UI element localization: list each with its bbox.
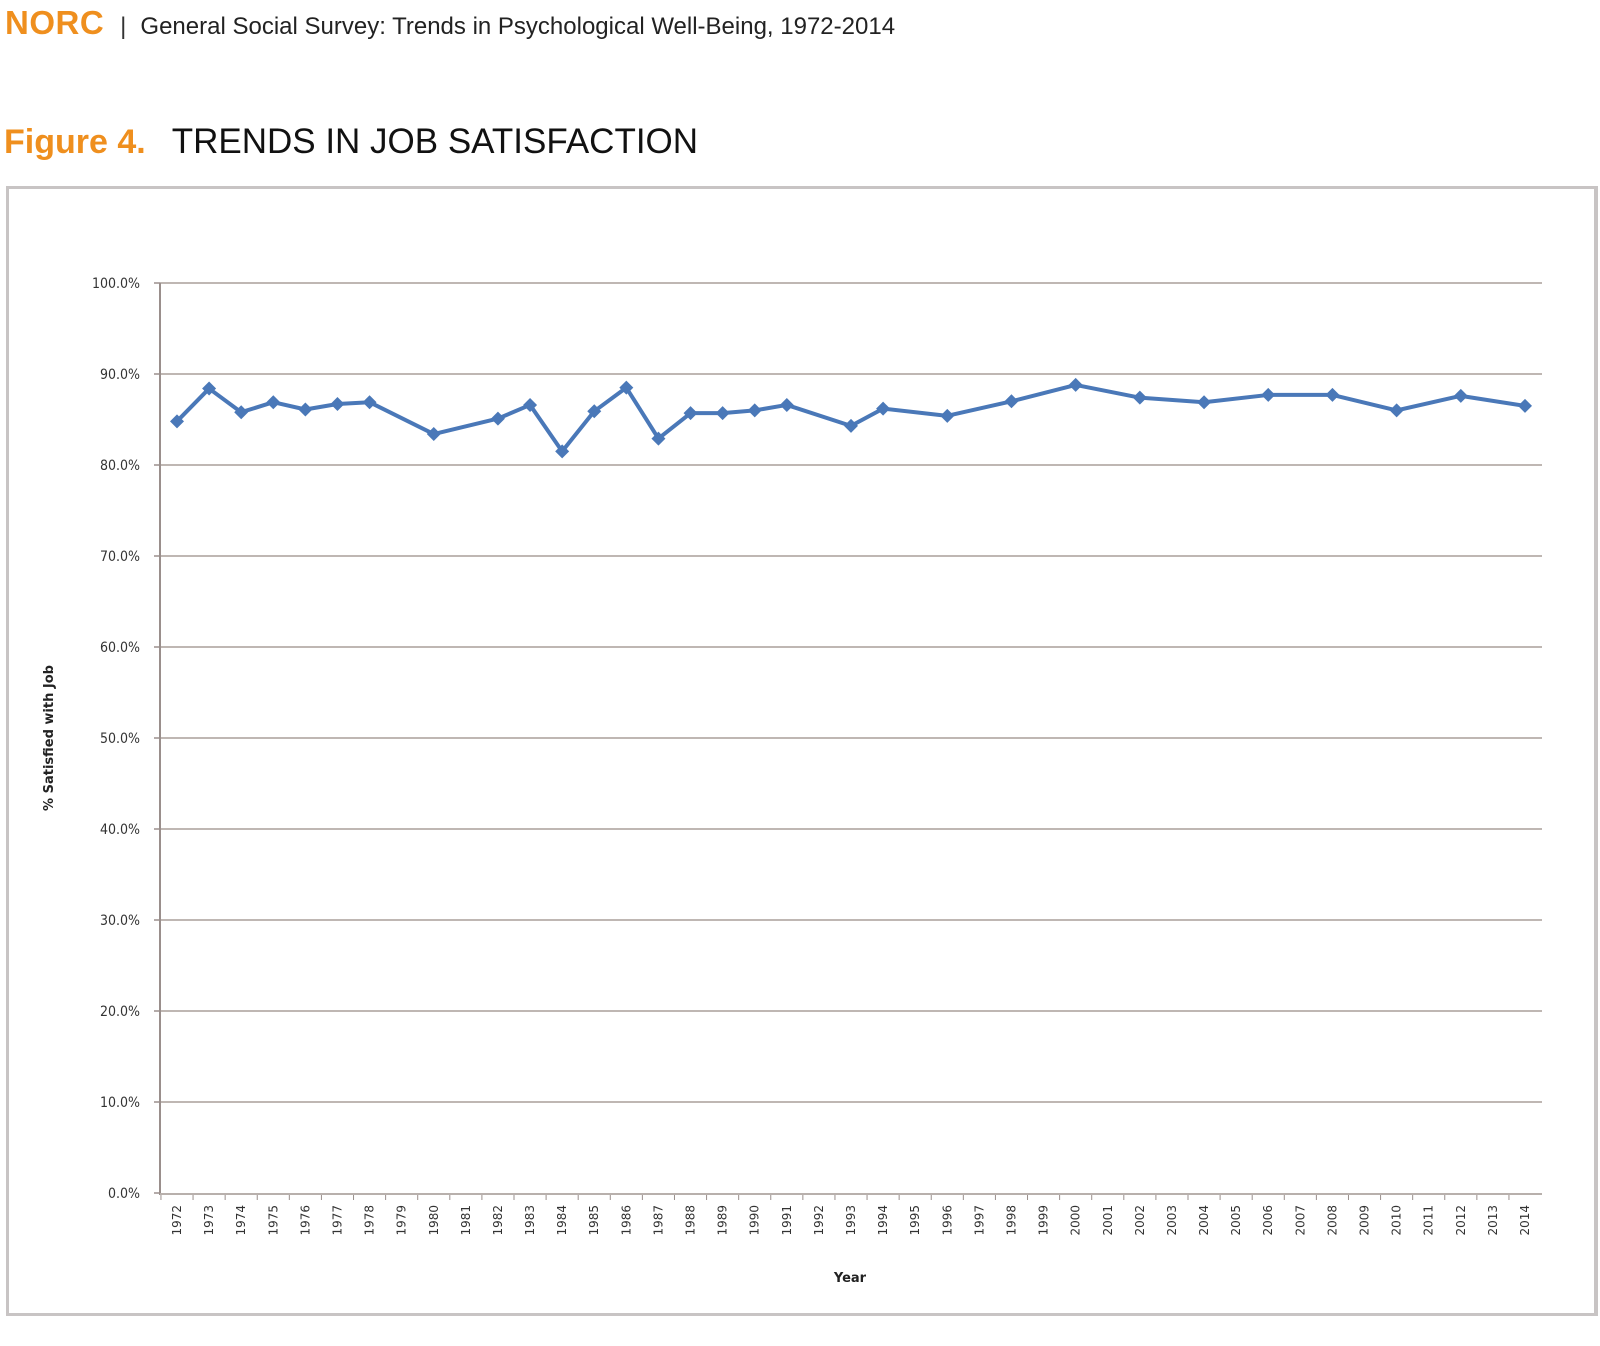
x-tick-label: 1993 [844,1205,858,1236]
x-tick-label: 1972 [170,1205,184,1236]
x-tick-label: 2007 [1293,1205,1307,1236]
data-point-marker: 1975: 86.9% [266,395,281,410]
x-tick-label: 1986 [619,1205,633,1236]
data-point-marker: 1984: 81.5% [555,444,570,459]
data-point-marker: 1972: 84.8% [170,414,184,429]
x-tick-label: 1979 [395,1205,409,1236]
x-tick-label: 2010 [1390,1205,1404,1236]
x-tick-label: 1996 [940,1205,954,1236]
data-point-marker: 1980: 83.4% [426,427,441,442]
figure-heading: TRENDS IN JOB SATISFACTION [171,122,699,161]
data-point-marker: 1973: 88.4% [202,381,217,396]
x-tick-label: 1974 [234,1205,248,1236]
data-point-marker: 1996: 85.4% [940,408,955,423]
data-point-marker: 2008: 87.7% [1325,387,1340,402]
series-line [175,382,1526,454]
x-tick-label: 2003 [1165,1205,1179,1236]
y-tick-label: 10.0% [100,1095,140,1111]
x-tick-label: 1983 [523,1205,537,1236]
x-tick-label: 1985 [587,1205,601,1236]
data-point-marker: 1988: 85.7% [683,406,698,421]
x-axis-ticks: 1972 1973 1974 1975 1976 1977 1978 1979 1980 1981… [160,1194,1532,1236]
x-tick-label: 2006 [1261,1205,1275,1236]
x-tick-label: 2002 [1133,1205,1147,1236]
data-point-marker: 1994: 86.2% [876,401,891,416]
y-tick-label: 30.0% [100,913,140,929]
x-tick-label: 1987 [651,1205,665,1236]
data-point-marker: 1976: 86.1% [298,402,313,417]
gridlines [160,282,1542,1103]
data-point-marker: 1998: 87% [1004,394,1019,409]
data-point-marker: 1991: 86.6% [779,397,794,412]
x-tick-label: 1990 [748,1205,762,1236]
x-tick-label: 2008 [1325,1205,1339,1236]
x-axis-title: Year [833,1271,867,1286]
data-point-marker: 2002: 87.4% [1132,390,1147,405]
data-point-marker: 2010: 86% [1389,403,1404,418]
x-tick-label: 1991 [780,1205,794,1236]
data-point-marker: 1989: 85.7% [715,406,730,421]
x-tick-label: 2005 [1229,1205,1243,1236]
figure-number: Figure 4. [4,123,146,161]
x-tick-label: 2004 [1197,1205,1211,1236]
x-tick-label: 1980 [427,1205,441,1236]
y-axis-title: % Satisfied with Job [42,665,57,811]
x-tick-label: 1982 [491,1205,505,1236]
data-point-marker: 1977: 86.7% [330,397,345,412]
data-point-marker: 1986: 88.5% [619,380,634,395]
x-tick-label: 1989 [716,1205,730,1236]
x-tick-label: 2013 [1486,1205,1500,1236]
figure-title: Figure 4. TRENDS IN JOB SATISFACTION [4,122,698,162]
x-tick-label: 2001 [1101,1205,1115,1236]
x-tick-label: 1995 [908,1205,922,1236]
data-point-marker: 1993: 84.3% [844,418,858,433]
norc-logo: NORC [5,4,105,41]
y-tick-label: 0.0% [108,1186,140,1202]
x-tick-label: 2009 [1358,1205,1372,1236]
x-tick-label: 1984 [555,1205,569,1236]
data-point-marker: 1978: 86.9% [362,395,377,410]
y-tick-label: 50.0% [100,731,140,747]
x-tick-label: 1976 [298,1205,312,1236]
data-point-marker: 2014: 86.5% [1518,398,1532,413]
y-tick-label: 80.0% [100,458,140,474]
x-tick-label: 1998 [1004,1205,1018,1236]
y-tick-label: 60.0% [100,640,140,656]
x-tick-label: 1977 [330,1205,344,1236]
data-point-marker: 1983: 86.6% [523,397,538,412]
series-job-satisfaction: 1972: 84.8% 1973: 88.4% 1974: 85.8% 1975: 8… [170,377,1532,459]
x-tick-label: 1978 [363,1205,377,1236]
y-tick-label: 20.0% [100,1004,140,1020]
x-tick-label: 2014 [1518,1205,1532,1236]
data-point-marker: 2004: 86.9% [1197,395,1212,410]
x-tick-label: 1992 [812,1205,826,1236]
data-point-marker: 1987: 82.9% [651,431,666,446]
x-tick-label: 1999 [1037,1205,1051,1236]
report-header: NORC | General Social Survey: Trends in … [5,4,895,42]
x-tick-label: 2012 [1454,1205,1468,1236]
data-point-marker: 1985: 85.9% [587,404,602,419]
x-tick-label: 1994 [876,1205,890,1236]
data-point-marker: 1982: 85.1% [490,411,505,426]
y-axis-ticks: 0.0% 10.0% 20.0% 30.0% 40.0% 50.0% 60.0% 70.0% 8… [92,276,160,1202]
header-separator: | [120,13,127,40]
x-tick-label: 1981 [459,1205,473,1236]
x-tick-label: 1975 [266,1205,280,1236]
data-point-marker: 1974: 85.8% [234,405,249,420]
data-point-marker: 2012: 87.6% [1453,388,1468,403]
x-tick-label: 2000 [1069,1205,1083,1236]
x-tick-label: 2011 [1422,1205,1436,1236]
data-point-marker: 2000: 88.8% [1068,377,1083,392]
y-tick-label: 100.0% [92,276,140,292]
data-point-marker: 1990: 86% [747,403,762,418]
x-tick-label: 1988 [684,1205,698,1236]
report-subtitle: General Social Survey: Trends in Psychol… [140,13,896,40]
x-tick-label: 1973 [202,1205,216,1236]
data-point-marker: 2006: 87.7% [1261,387,1276,402]
x-tick-label: 1997 [972,1205,986,1236]
y-tick-label: 70.0% [100,549,140,565]
y-tick-label: 90.0% [100,367,140,383]
y-tick-label: 40.0% [100,822,140,838]
